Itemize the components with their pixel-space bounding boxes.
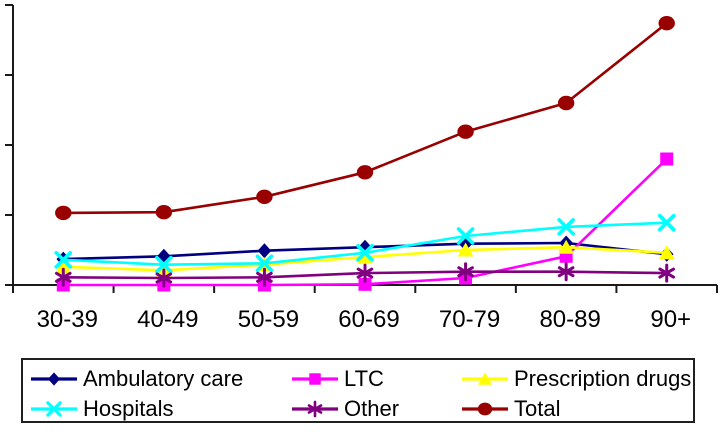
- legend-item-hospitals: Hospitals: [31, 398, 173, 420]
- legend-label: Ambulatory care: [83, 366, 244, 391]
- series-marker-total: [658, 16, 675, 31]
- legend-marker-other: [307, 400, 323, 418]
- legend-label: LTC: [344, 366, 384, 391]
- x-axis-label: 80-89: [539, 306, 601, 333]
- x-axis-label: 40-49: [137, 306, 199, 333]
- legend-item-ltc: LTC: [292, 368, 384, 390]
- series-marker-ltc: [660, 152, 674, 166]
- series-marker-other: [256, 267, 273, 287]
- series-marker-other: [557, 262, 575, 282]
- series-marker-prescription-drugs: [357, 249, 373, 264]
- series-marker-total: [155, 205, 173, 220]
- legend: Ambulatory care LTC Prescription drugs Hosp…: [21, 358, 695, 423]
- series-marker-hospitals: [456, 227, 475, 245]
- x-axis-label: 60-69: [338, 306, 400, 333]
- series-marker-total: [356, 165, 374, 180]
- hospitals-legend-marker-icon: [31, 401, 77, 417]
- series-marker-prescription-drugs: [55, 259, 72, 274]
- x-axis-label: 90+: [650, 306, 692, 333]
- series-marker-hospitals: [155, 255, 173, 274]
- legend-item-total: Total: [462, 398, 560, 420]
- series-marker-other: [356, 263, 374, 283]
- other-legend-marker-icon: [292, 400, 338, 418]
- series-marker-prescription-drugs: [558, 239, 575, 254]
- series-marker-prescription-drugs: [658, 245, 675, 260]
- legend-marker-total: [477, 402, 493, 416]
- legend-item-prescription-drugs: Prescription drugs: [462, 368, 691, 390]
- prescription-drugs-legend-marker-icon: [462, 372, 508, 385]
- legend-item-ambulatory-care: Ambulatory care: [31, 368, 243, 390]
- x-axis-label: 30-39: [36, 306, 98, 333]
- series-marker-total: [256, 189, 273, 204]
- series-marker-ltc: [358, 277, 372, 291]
- legend-label: Other: [344, 396, 400, 421]
- x-axis-label: 70-79: [438, 306, 501, 333]
- total-legend-marker-icon: [462, 402, 508, 416]
- series-marker-other: [658, 263, 676, 283]
- legend-label: Hospitals: [83, 396, 174, 421]
- series-marker-prescription-drugs: [457, 242, 474, 257]
- ltc-legend-marker-icon: [292, 373, 338, 385]
- series-marker-hospitals: [557, 218, 575, 236]
- series-marker-total: [55, 205, 72, 221]
- axes: [5, 4, 718, 293]
- series-marker-total: [557, 95, 575, 111]
- legend-label: Total: [514, 396, 561, 421]
- series-marker-hospitals: [54, 251, 73, 269]
- legend-item-other: Other: [292, 398, 399, 420]
- series-marker-hospitals: [255, 254, 274, 273]
- series-marker-hospitals: [657, 213, 676, 232]
- legend-marker-ambulatory-care: [48, 372, 60, 386]
- series-marker-other: [155, 268, 173, 288]
- series-line-total: [63, 22, 668, 215]
- legend-marker-ltc: [309, 373, 321, 385]
- x-axis-label: 50-59: [237, 306, 300, 333]
- series-marker-hospitals: [356, 244, 374, 262]
- series-marker-other: [457, 262, 474, 282]
- ambulatory-care-legend-marker-icon: [31, 372, 77, 386]
- series-marker-total: [457, 124, 474, 139]
- legend-label: Prescription drugs: [514, 366, 692, 391]
- legend-marker-hospitals: [46, 401, 62, 417]
- legend-marker-prescription-drugs: [477, 372, 493, 385]
- series-marker-ambulatory-care: [257, 243, 272, 259]
- series-marker-other: [54, 267, 72, 287]
